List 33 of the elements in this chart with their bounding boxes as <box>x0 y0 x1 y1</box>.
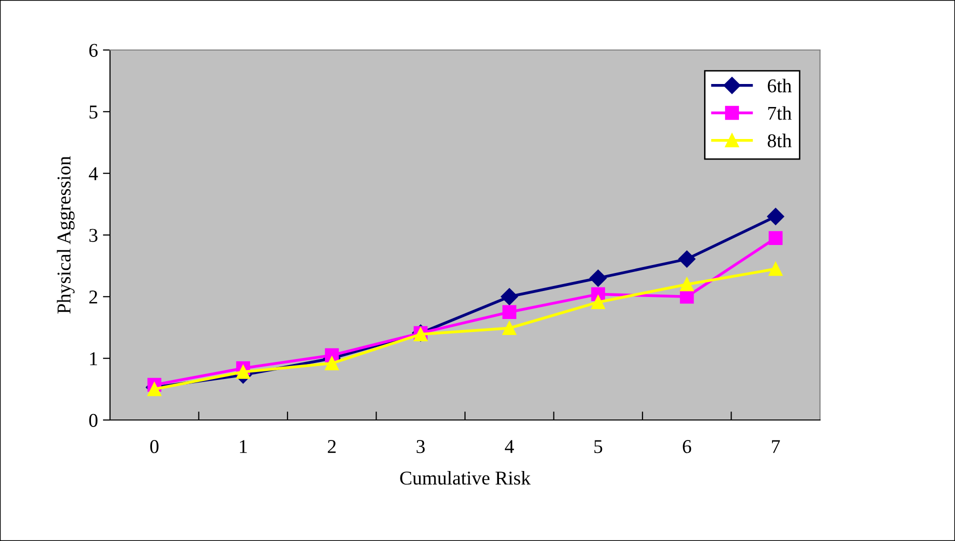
point <box>680 277 694 292</box>
x-tick-label: 7 <box>772 440 780 453</box>
y-axis-title: Physical Aggression <box>56 156 75 314</box>
point <box>147 382 162 396</box>
point <box>678 250 696 268</box>
legend-label: 7th <box>768 106 792 120</box>
x-axis-title: Cumulative Risk <box>400 470 531 485</box>
point <box>324 356 339 370</box>
y-tick-label: 4 <box>88 167 98 180</box>
legend-label: 8th <box>768 134 792 148</box>
point <box>767 208 784 226</box>
y-tick-label: 2 <box>89 290 98 304</box>
point <box>768 231 783 246</box>
point <box>236 364 250 379</box>
x-tick-label: 3 <box>416 440 425 454</box>
x-tick-label: 0 <box>150 440 158 454</box>
y-tick-label: 5 <box>90 106 98 119</box>
y-tick-label: 6 <box>89 44 98 57</box>
x-tick-label: 2 <box>328 440 336 453</box>
x-tick-label: 1 <box>240 440 247 453</box>
y-tick-label: 1 <box>90 352 98 366</box>
point <box>502 305 516 320</box>
x-tick-label: 5 <box>594 440 602 454</box>
legend-label: 6th <box>768 78 792 92</box>
x-tick-label: 6 <box>682 440 692 454</box>
point <box>591 295 606 310</box>
y-tick-label: 3 <box>89 228 98 242</box>
y-tick-label: 0 <box>89 414 98 427</box>
x-tick-label: 4 <box>504 440 514 453</box>
point <box>500 288 518 306</box>
point <box>590 270 607 287</box>
point <box>768 262 783 276</box>
point <box>502 321 516 336</box>
